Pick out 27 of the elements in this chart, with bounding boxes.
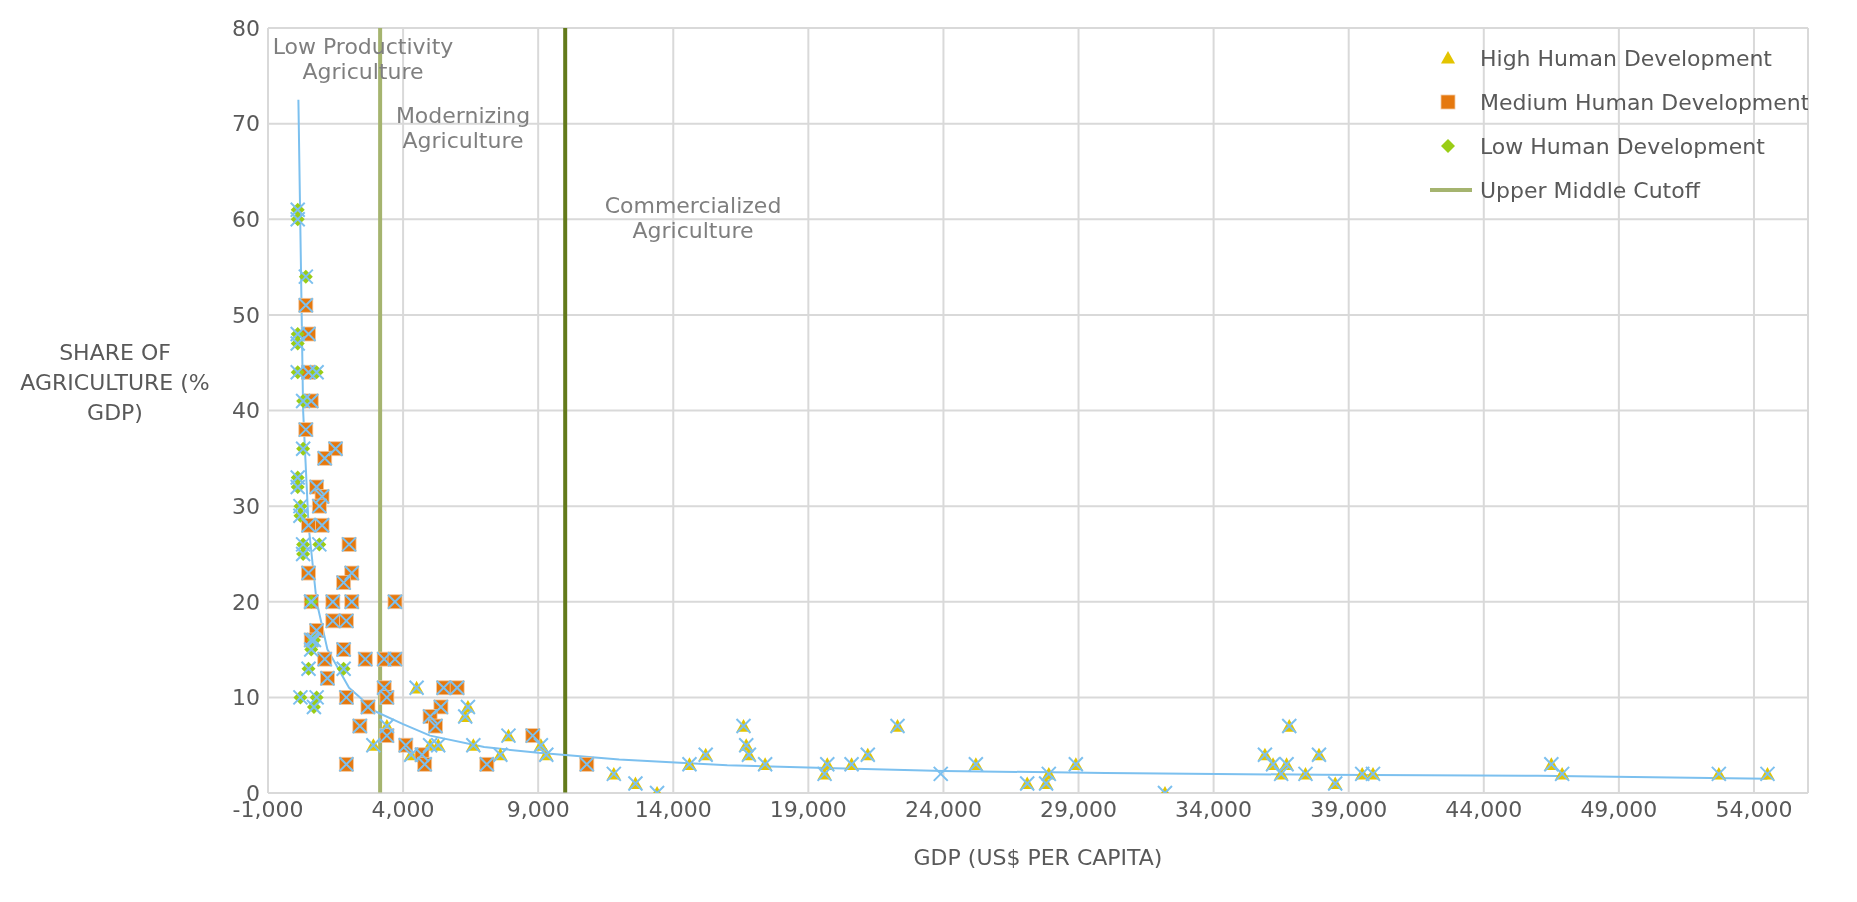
y-tick-label: 50 bbox=[232, 302, 260, 328]
y-tick-label: 80 bbox=[232, 15, 260, 41]
y-axis-title: SHARE OF AGRICULTURE (% GDP) bbox=[20, 339, 210, 427]
legend-label: Upper Middle Cutoff bbox=[1480, 177, 1701, 203]
x-axis-title: GDP (US$ PER CAPITA) bbox=[912, 845, 1164, 870]
x-tick-label: 9,000 bbox=[506, 796, 570, 822]
x-tick-label: 14,000 bbox=[634, 796, 712, 822]
annotation: Modernizing Agriculture bbox=[394, 103, 532, 153]
x-tick-label: 39,000 bbox=[1310, 796, 1388, 822]
x-tick-label: 49,000 bbox=[1580, 796, 1658, 822]
y-tick-label: 30 bbox=[232, 493, 260, 519]
x-tick-label: 34,000 bbox=[1175, 796, 1253, 822]
y-tick-label: 40 bbox=[232, 398, 260, 424]
legend-label: High Human Development bbox=[1480, 45, 1773, 71]
y-tick-label: 10 bbox=[232, 685, 260, 711]
y-tick-label: 20 bbox=[232, 589, 260, 615]
annotation: Commercialized Agriculture bbox=[603, 193, 783, 243]
x-tick-label: 44,000 bbox=[1445, 796, 1523, 822]
x-tick-label: 29,000 bbox=[1040, 796, 1118, 822]
y-tick-label: 70 bbox=[232, 111, 260, 137]
x-tick-label: 24,000 bbox=[904, 796, 982, 822]
y-tick-label: 60 bbox=[232, 207, 260, 233]
legend-label: Low Human Development bbox=[1480, 133, 1766, 159]
legend-label: Medium Human Development bbox=[1480, 89, 1810, 115]
x-tick-label: 4,000 bbox=[371, 796, 435, 822]
x-tick-label: 19,000 bbox=[769, 796, 847, 822]
x-tick-label: 54,000 bbox=[1715, 796, 1793, 822]
